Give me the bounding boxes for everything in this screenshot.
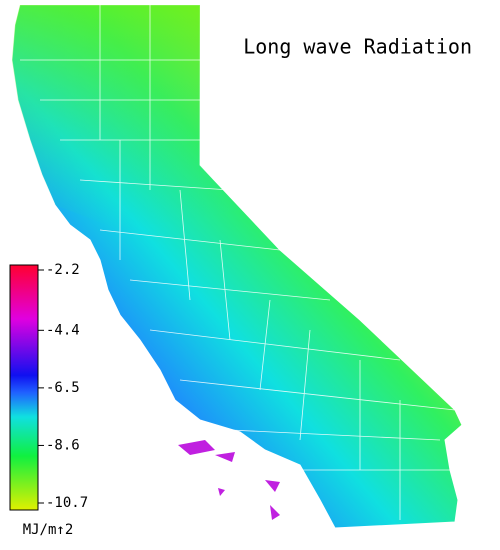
colorbar-unit: MJ/m↑2	[23, 522, 74, 538]
north-tint	[12, 5, 240, 230]
colorbar-tick-label: -2.2	[46, 262, 80, 278]
colorbar-tick-label: -4.4	[46, 322, 80, 338]
california	[11, 4, 463, 529]
map-title: Long wave Radiation	[243, 35, 472, 59]
islands	[178, 440, 280, 520]
county-lines	[20, 5, 456, 520]
colorbar	[9, 264, 39, 511]
colorbar-tick-label: -10.7	[46, 495, 88, 511]
colorbar-tick-label: -6.5	[46, 380, 80, 396]
colorbar-tick-label: -8.6	[46, 437, 80, 453]
